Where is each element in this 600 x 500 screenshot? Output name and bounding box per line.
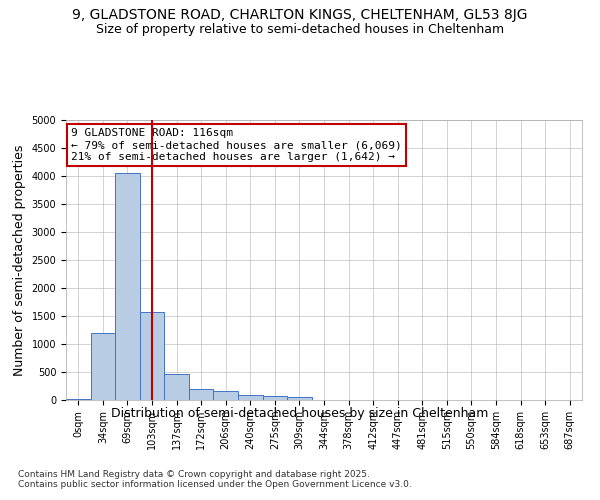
Bar — [263, 396, 287, 400]
Y-axis label: Number of semi-detached properties: Number of semi-detached properties — [13, 144, 26, 376]
Bar — [238, 394, 263, 400]
Bar — [115, 173, 140, 400]
Text: Distribution of semi-detached houses by size in Cheltenham: Distribution of semi-detached houses by … — [112, 408, 488, 420]
Bar — [287, 397, 312, 400]
Bar — [91, 333, 115, 400]
Bar — [164, 374, 189, 400]
Bar — [189, 389, 214, 400]
Text: 9, GLADSTONE ROAD, CHARLTON KINGS, CHELTENHAM, GL53 8JG: 9, GLADSTONE ROAD, CHARLTON KINGS, CHELT… — [72, 8, 528, 22]
Bar — [214, 392, 238, 400]
Text: Size of property relative to semi-detached houses in Cheltenham: Size of property relative to semi-detach… — [96, 22, 504, 36]
Text: Contains HM Land Registry data © Crown copyright and database right 2025.
Contai: Contains HM Land Registry data © Crown c… — [18, 470, 412, 490]
Bar — [140, 312, 164, 400]
Text: 9 GLADSTONE ROAD: 116sqm
← 79% of semi-detached houses are smaller (6,069)
21% o: 9 GLADSTONE ROAD: 116sqm ← 79% of semi-d… — [71, 128, 402, 162]
